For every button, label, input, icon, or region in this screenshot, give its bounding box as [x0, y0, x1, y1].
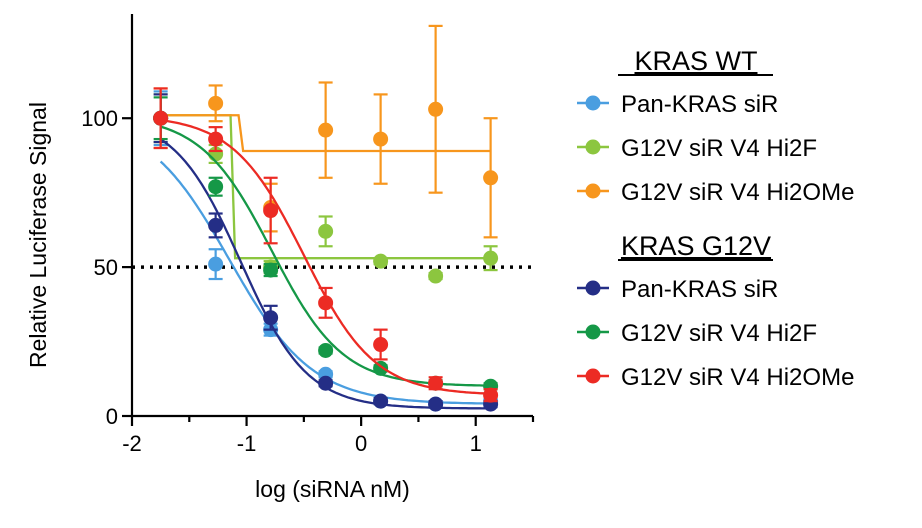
- data-point: [373, 253, 389, 269]
- data-point: [318, 122, 334, 138]
- legend-label: G12V siR V4 Hi2OMe: [621, 364, 854, 391]
- legend-marker: [585, 324, 601, 340]
- legend-marker: [585, 95, 601, 111]
- data-point: [483, 387, 499, 403]
- data-point: [483, 170, 499, 186]
- legend-entry: G12V siR V4 Hi2OMe: [577, 364, 854, 391]
- x-tick-label: -1: [237, 431, 257, 456]
- plot-area: [132, 24, 533, 412]
- data-point: [263, 310, 279, 326]
- axes: -2 -1 0 1 0 50 100 log (siRNA nM) Relative Lucif…: [25, 14, 535, 502]
- data-point: [208, 217, 224, 233]
- data-point: [373, 131, 389, 147]
- data-point: [318, 295, 334, 311]
- legend-marker: [585, 368, 601, 384]
- y-tick-label: 50: [94, 255, 118, 280]
- legend-label: Pan-KRAS siR: [621, 91, 778, 118]
- legend-marker: [585, 280, 601, 296]
- legend-marker: [585, 183, 601, 199]
- y-axis-title: Relative Luciferase Signal: [25, 102, 51, 368]
- legend-label: Pan-KRAS siR: [621, 276, 778, 303]
- data-point: [373, 393, 389, 409]
- data-point: [263, 203, 279, 219]
- data-point: [208, 256, 224, 272]
- legend-label: G12V siR V4 Hi2F: [621, 135, 817, 162]
- y-tick-label: 0: [106, 404, 118, 429]
- legend-entry: Pan-KRAS siR: [577, 91, 778, 118]
- fit-curve: [160, 114, 491, 153]
- series-0-2: [153, 24, 499, 239]
- x-tick-label: 0: [355, 431, 367, 456]
- data-point: [208, 95, 224, 111]
- legend-entry: G12V siR V4 Hi2OMe: [577, 179, 854, 206]
- legend: KRAS WT Pan-KRAS siR G12V siR V4 Hi2F G12V …: [577, 46, 854, 391]
- legend-group-0: KRAS WT Pan-KRAS siR G12V siR V4 Hi2F G12V …: [577, 46, 854, 206]
- legend-title: KRAS WT: [634, 46, 757, 76]
- legend-label: G12V siR V4 Hi2F: [621, 320, 817, 347]
- data-point: [428, 375, 444, 391]
- x-tick-label: -2: [122, 431, 142, 456]
- series-1-2: [153, 87, 499, 403]
- data-point: [318, 223, 334, 239]
- legend-title: KRAS G12V: [621, 231, 771, 261]
- data-point: [208, 179, 224, 195]
- y-tick-label: 100: [81, 106, 118, 131]
- data-point: [373, 337, 389, 353]
- data-point: [428, 268, 444, 284]
- data-point: [208, 131, 224, 147]
- data-point: [318, 375, 334, 391]
- legend-entry: G12V siR V4 Hi2F: [577, 135, 817, 162]
- legend-entry: Pan-KRAS siR: [577, 276, 778, 303]
- x-axis-title: log (siRNA nM): [255, 476, 410, 502]
- data-point: [428, 101, 444, 117]
- legend-entry: G12V siR V4 Hi2F: [577, 320, 817, 347]
- data-point: [153, 110, 169, 126]
- data-point: [428, 396, 444, 412]
- x-tick-label: 1: [470, 431, 482, 456]
- data-point: [318, 342, 334, 358]
- legend-marker: [585, 139, 601, 155]
- data-point: [263, 262, 279, 278]
- legend-group-1: KRAS G12V Pan-KRAS siR G12V siR V4 Hi2F G12…: [577, 231, 854, 391]
- legend-label: G12V siR V4 Hi2OMe: [621, 179, 854, 206]
- data-point: [483, 250, 499, 266]
